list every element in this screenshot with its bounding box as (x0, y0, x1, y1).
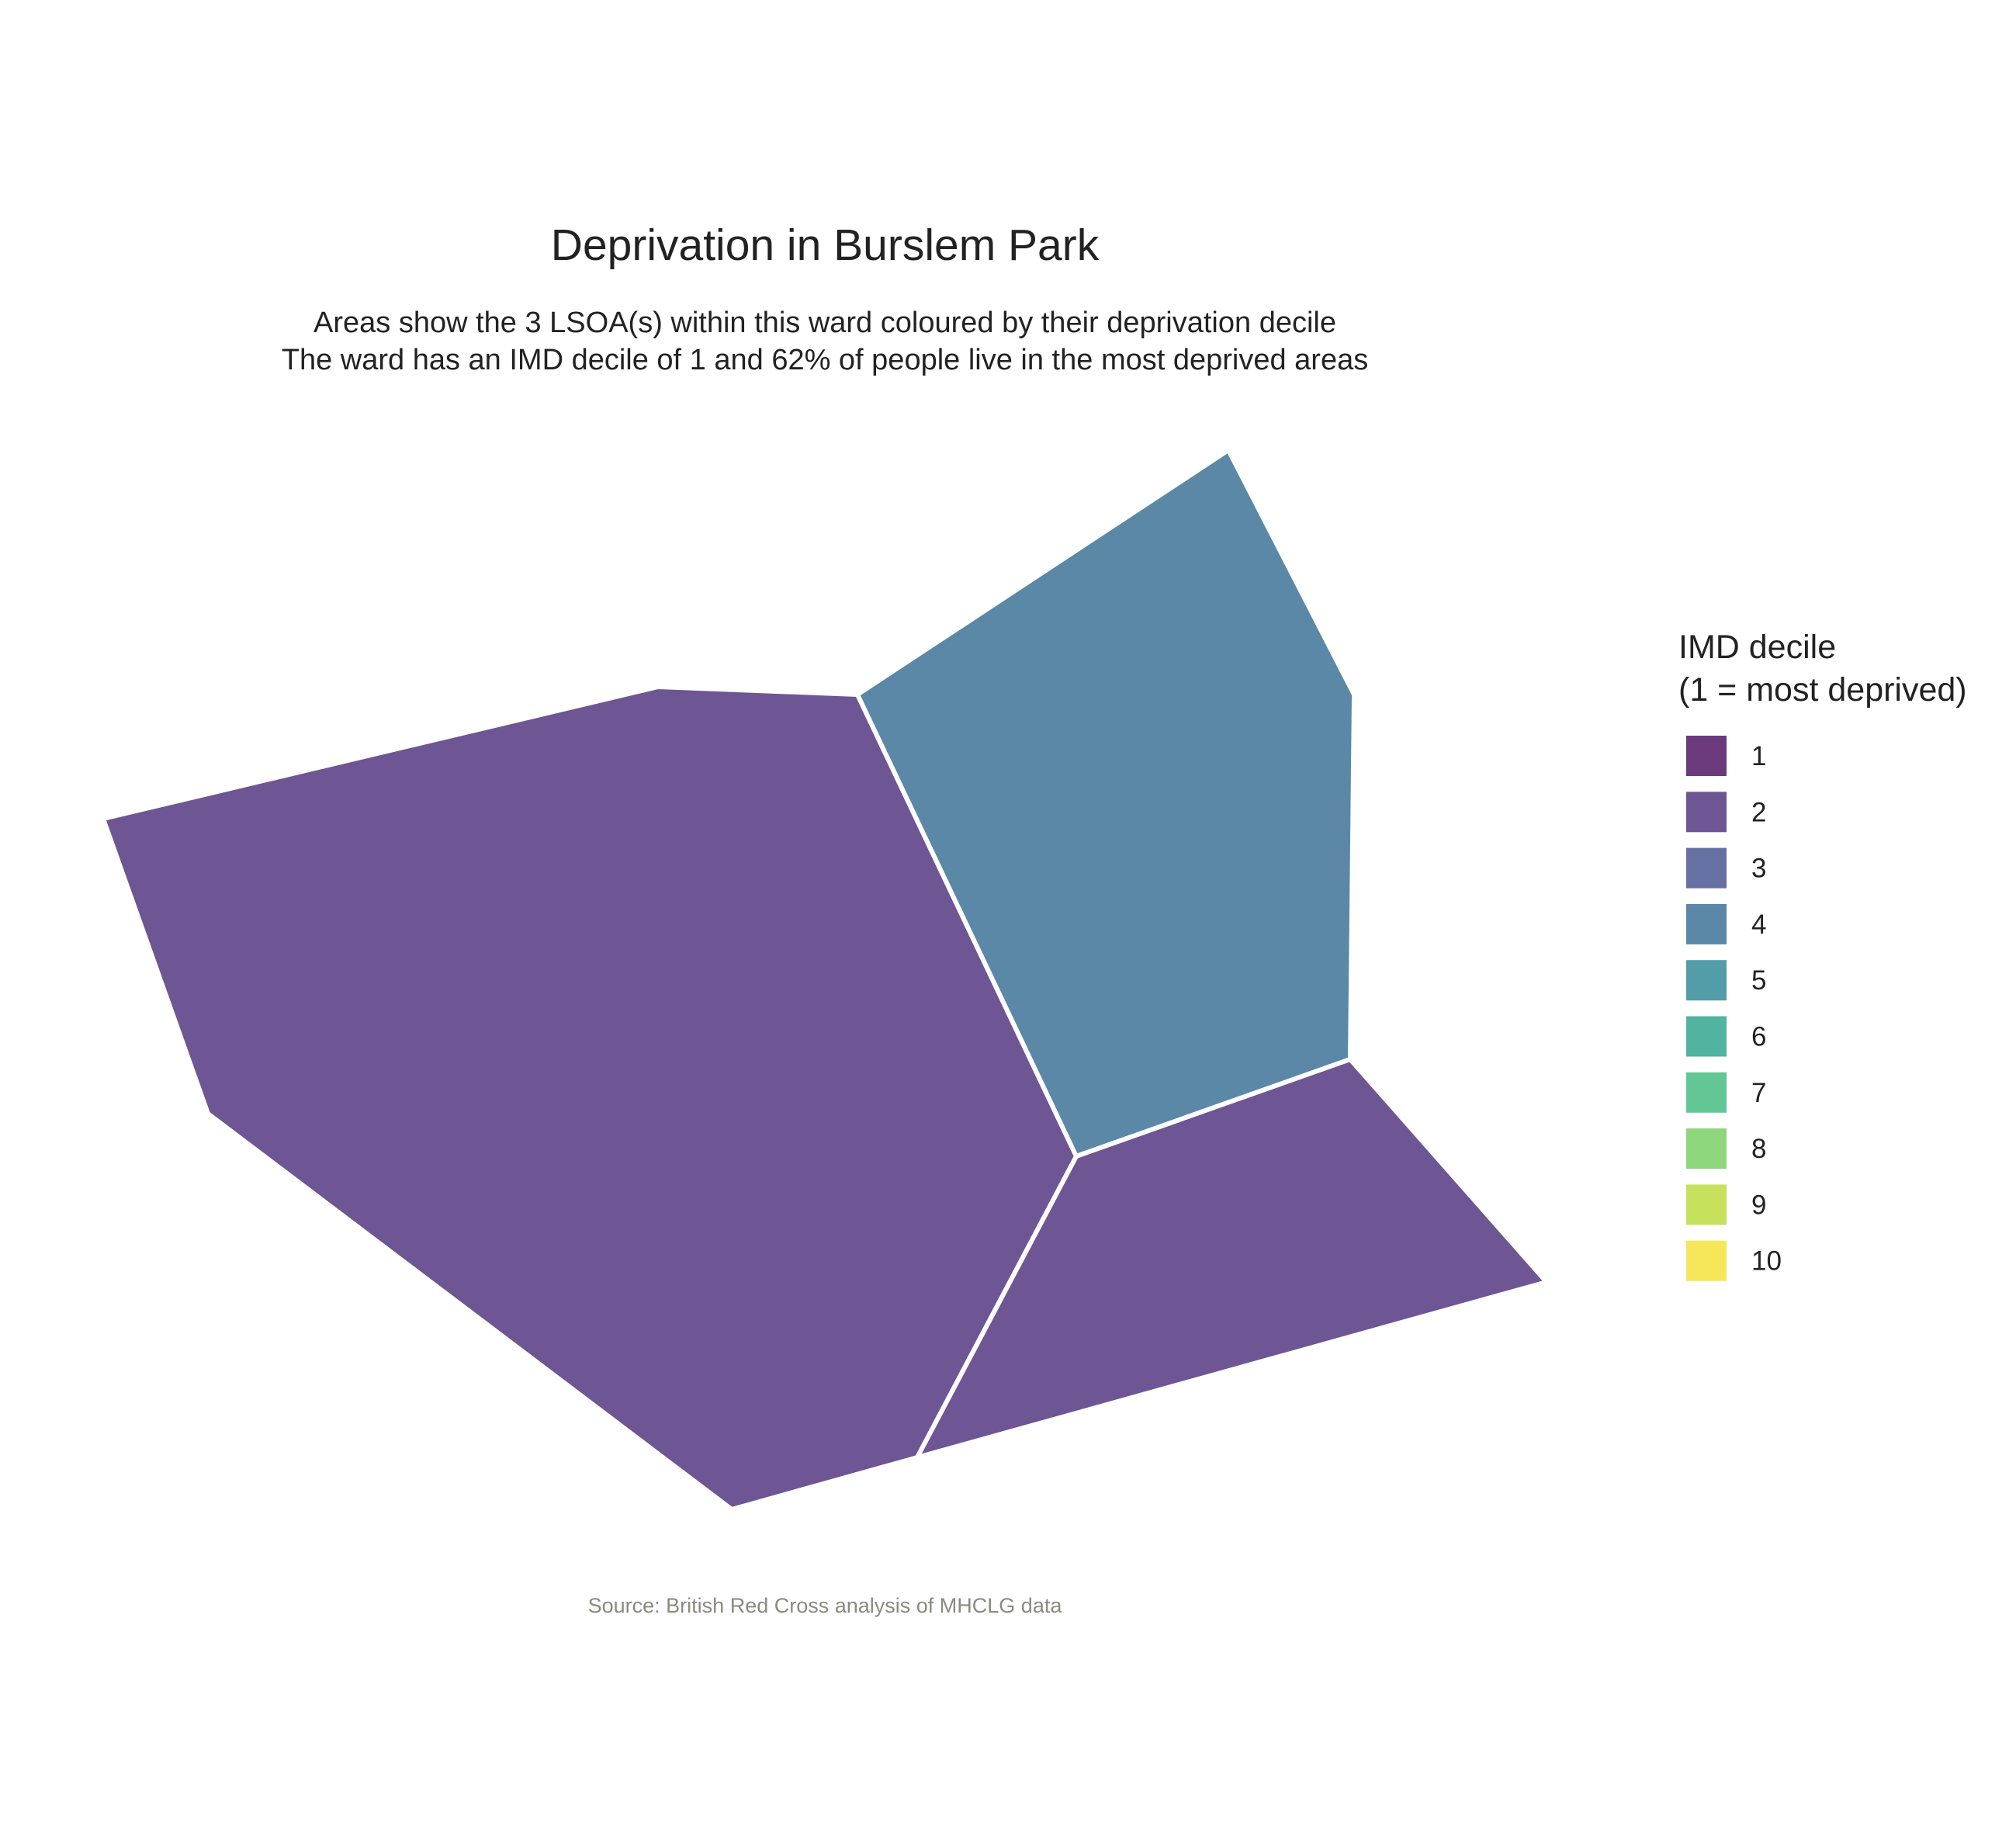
legend-label-8: 8 (1751, 1134, 1766, 1164)
legend-swatch-7 (1686, 1072, 1727, 1113)
map-subtitle-line2: The ward has an IMD decile of 1 and 62% … (282, 344, 1368, 376)
legend-label-6: 6 (1751, 1022, 1766, 1052)
legend-swatch-6 (1686, 1016, 1727, 1057)
legend-items: 1 2 3 4 5 6 7 8 9 10 (1686, 736, 1782, 1281)
map-caption: Source: British Red Cross analysis of MH… (588, 1594, 1063, 1617)
map-title: Deprivation in Burslem Park (551, 220, 1100, 270)
map-subtitle-line1: Areas show the 3 LSOA(s) within this war… (313, 307, 1336, 339)
legend-title-line2: (1 = most deprived) (1678, 671, 1967, 709)
legend-swatch-4 (1686, 903, 1727, 944)
legend-swatch-5 (1686, 960, 1727, 1001)
lsoa-areas (101, 448, 1549, 1512)
legend-label-7: 7 (1751, 1078, 1766, 1108)
legend-label-9: 9 (1751, 1190, 1766, 1220)
legend-swatch-1 (1686, 736, 1727, 776)
legend-swatch-9 (1686, 1184, 1727, 1225)
lsoa-area-northeast (855, 448, 1356, 1159)
legend-swatch-8 (1686, 1128, 1727, 1169)
lsoa-area-southeast (915, 1057, 1549, 1460)
legend-title-line1: IMD decile (1678, 629, 1836, 666)
legend-label-4: 4 (1751, 910, 1766, 940)
legend-label-3: 3 (1751, 854, 1766, 884)
legend-swatch-3 (1686, 847, 1727, 889)
legend-label-5: 5 (1751, 965, 1766, 996)
legend-label-10: 10 (1751, 1246, 1782, 1277)
legend-swatch-2 (1686, 792, 1727, 833)
legend-label-1: 1 (1751, 741, 1766, 771)
legend-swatch-10 (1686, 1240, 1727, 1281)
legend-label-2: 2 (1751, 797, 1766, 827)
